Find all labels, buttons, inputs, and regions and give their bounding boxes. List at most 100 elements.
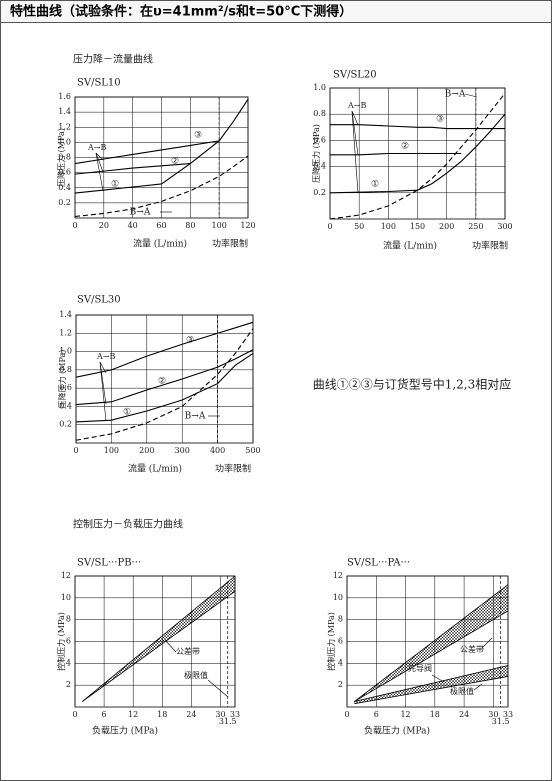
x-tick-label: 6 [102, 710, 107, 719]
x-tick-label: 30 [488, 710, 498, 719]
y-tick-label: 12 [333, 571, 343, 580]
y-tick-label: 0.2 [313, 188, 326, 197]
curve-label: B→A [445, 90, 466, 100]
x-tick-label: 0 [344, 710, 349, 719]
annotation: A→B [96, 352, 115, 361]
curve [75, 352, 254, 423]
x-axis-label: 流量 (L/min) [133, 238, 187, 250]
curve [74, 98, 249, 194]
band-label: 先导阀 [408, 663, 432, 673]
x-tick-label: 30 [215, 710, 225, 719]
y-tick-label: 1.0 [313, 83, 326, 92]
x-tick-label: 100 [381, 222, 396, 231]
y-tick-label: 2 [66, 680, 71, 689]
x-tick-label: 20 [99, 221, 109, 230]
x-tick-label: 12 [128, 710, 138, 719]
x-tick-label: 80 [185, 221, 195, 230]
curve [330, 124, 505, 130]
tolerance-band [354, 665, 508, 704]
y-tick-label: 1.4 [58, 107, 71, 116]
leader-line [464, 93, 478, 98]
y-axis-label: 压降压力 (MPa) [311, 124, 321, 183]
x-tick-label: 33 [503, 710, 513, 719]
chart-title: SV/SL···PA··· [347, 558, 410, 569]
x-tick-label: 12 [400, 710, 410, 719]
y-tick-label: 8 [338, 615, 343, 624]
x-tick-label: 0 [72, 710, 77, 719]
annotation: 极限值 [450, 686, 474, 696]
x-tick-label: 60 [156, 221, 166, 230]
y-axis-label: 控制压力 (MPa) [56, 612, 66, 671]
y-tick-label: 1.4 [59, 310, 72, 319]
x-tick-label: 150 [410, 222, 425, 231]
x-tick-label: 18 [157, 710, 167, 719]
y-axis-label: 压降压力 (MPa) [57, 350, 67, 409]
leader-line [473, 683, 483, 691]
curve-label: ③ [186, 336, 194, 346]
x-tick-label: 300 [175, 446, 190, 455]
curve-label: ① [123, 408, 131, 418]
band-edge [354, 676, 509, 705]
curve [75, 321, 254, 378]
leader-line [351, 110, 359, 156]
section-title: 压力降－流量曲线 [73, 53, 153, 66]
y-tick-label: 2 [338, 680, 343, 689]
section-title: 控制压力－负载压力曲线 [73, 518, 183, 531]
x-axis-label: 流量 (L/min) [128, 463, 182, 475]
band-edge [354, 665, 509, 702]
leader-line [207, 679, 229, 698]
x-tick-label: 300 [497, 222, 512, 231]
y-tick-label: 0.8 [313, 109, 326, 118]
y-tick-label: 1.0 [59, 347, 72, 356]
x-tick-label: 40 [128, 221, 138, 230]
y-tick-label: 1.0 [58, 137, 71, 146]
y-tick-label: 12 [61, 571, 71, 580]
y-axis-label: 压降压力 (MPa) [56, 128, 66, 187]
curve-label: ③ [194, 131, 202, 141]
y-tick-label: 4 [338, 658, 343, 667]
curve-label: ② [158, 377, 166, 387]
x-tick-label: 200 [439, 222, 454, 231]
x-tick-label: 400 [210, 446, 225, 455]
curve [329, 113, 506, 194]
y-tick-label: 10 [333, 593, 343, 602]
chart-title: SV/SL···PB··· [77, 558, 141, 569]
y-tick-label: 1.2 [59, 328, 72, 337]
y-tick-label: 1.2 [58, 122, 71, 131]
y-tick-label: 6 [338, 637, 343, 646]
chart-title: SV/SL30 [77, 295, 121, 306]
limit-value: 31.5 [492, 717, 510, 726]
x-tick-label: 120 [240, 221, 255, 230]
band-edge [354, 584, 509, 702]
x-tick-label: 0 [73, 446, 78, 455]
curve-label: B→A [185, 412, 206, 422]
y-tick-label: 0.6 [59, 383, 72, 392]
x-tick-label: 24 [186, 710, 196, 719]
x-tick-label: 100 [104, 446, 119, 455]
band-label: 公差带 [176, 646, 200, 656]
curve-label: B→A [130, 208, 151, 218]
band-edge [354, 610, 509, 702]
note: 曲线①②③与订货型号中1,2,3相对应 [313, 377, 512, 392]
y-axis-label: 控制压力 (MPa) [326, 612, 336, 671]
leader-line [481, 637, 493, 649]
x-axis-label: 流量 (L/min) [383, 240, 437, 252]
curve [74, 163, 191, 175]
curve-label: ① [111, 180, 119, 190]
curve [75, 349, 254, 406]
x-tick-label: 200 [139, 446, 154, 455]
x-tick-label: 100 [212, 221, 227, 230]
x-tick-label: 500 [245, 446, 260, 455]
chart-title: SV/SL10 [77, 78, 121, 89]
x-tick-label: 0 [72, 221, 77, 230]
curve [330, 152, 462, 156]
curve-label: ② [171, 157, 179, 167]
x-axis-label: 负载压力 (MPa) [364, 725, 430, 737]
y-tick-label: 0.2 [58, 198, 71, 207]
x-tick-label: 250 [468, 222, 483, 231]
limit-label: 功率限制 [215, 463, 251, 475]
limit-label: 功率限制 [472, 240, 508, 252]
limit-label: 功率限制 [212, 238, 248, 250]
